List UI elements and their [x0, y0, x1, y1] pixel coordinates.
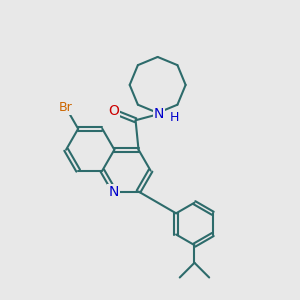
Text: N: N — [109, 185, 119, 200]
Text: N: N — [154, 107, 164, 122]
Text: H: H — [170, 111, 179, 124]
Text: O: O — [108, 104, 119, 118]
Text: Br: Br — [59, 100, 73, 114]
